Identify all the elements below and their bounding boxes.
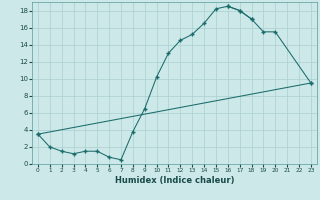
X-axis label: Humidex (Indice chaleur): Humidex (Indice chaleur): [115, 176, 234, 185]
